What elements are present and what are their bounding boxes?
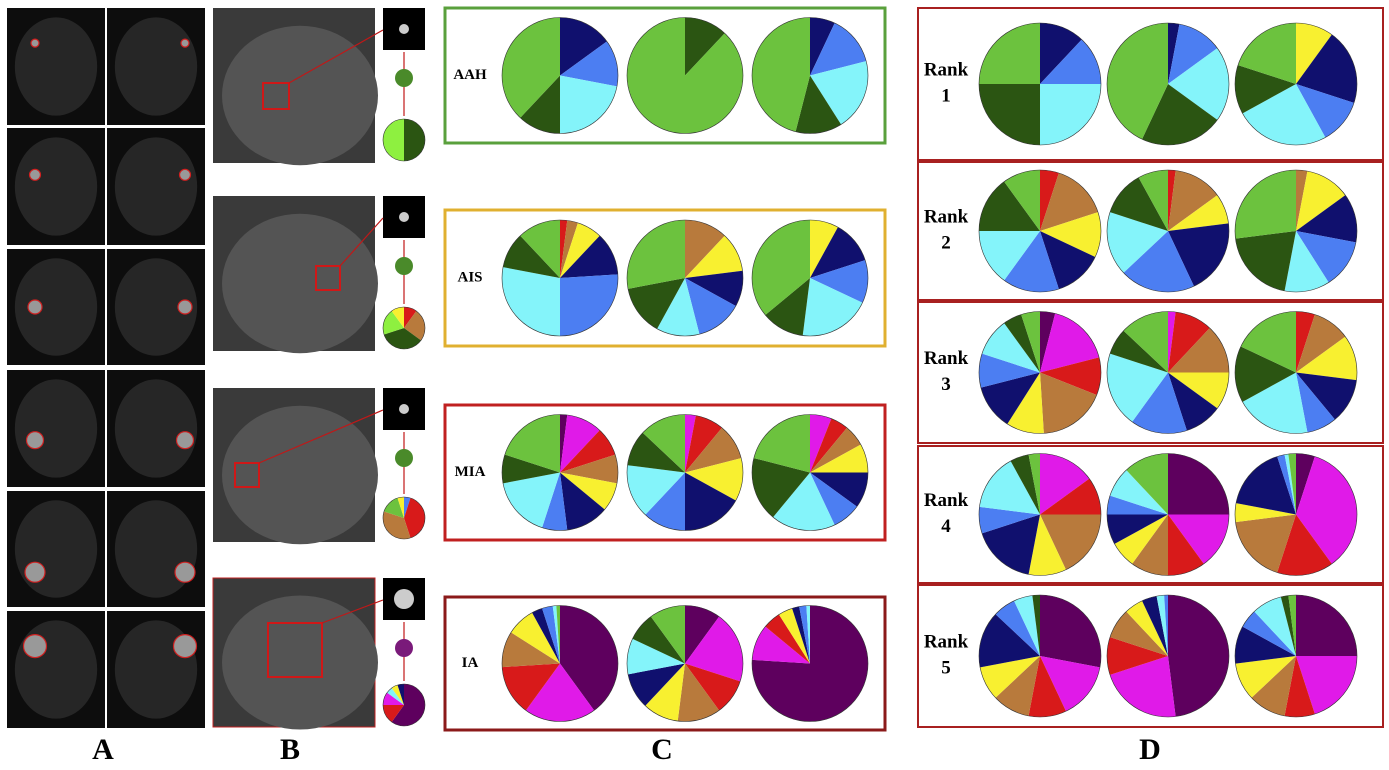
segment-blob	[395, 257, 413, 275]
thumb-nodule	[399, 24, 409, 34]
thumb-nodule	[399, 404, 409, 414]
segment-blob	[395, 449, 413, 467]
pie-slice	[404, 119, 425, 161]
rank-number: 4	[941, 516, 951, 537]
nodule-marker	[28, 300, 42, 314]
lung-field	[15, 258, 97, 355]
rank-label: Rank	[924, 631, 969, 652]
group-label: MIA	[455, 464, 486, 480]
thumb-nodule	[394, 589, 414, 609]
pie-slice	[1168, 454, 1229, 515]
lung-tissue	[222, 406, 378, 545]
nodule-marker	[24, 635, 47, 658]
nodule-marker	[174, 635, 197, 658]
nodule-marker	[180, 169, 191, 180]
pie-slice	[1168, 595, 1229, 717]
pie-slice	[502, 267, 560, 336]
nodule-marker	[178, 300, 192, 314]
nodule-marker	[31, 39, 39, 47]
pie-slice	[383, 119, 404, 161]
rank-number: 1	[941, 85, 951, 106]
lung-field	[15, 379, 97, 477]
pie-slice	[627, 220, 685, 289]
nodule-marker	[181, 39, 189, 47]
nodule-marker	[175, 562, 195, 582]
nodule-marker	[27, 432, 44, 449]
rank-label: Rank	[924, 490, 969, 511]
lung-field	[115, 500, 197, 597]
lung-field	[15, 137, 97, 235]
lung-tissue	[222, 214, 378, 354]
rank-label: Rank	[924, 59, 969, 80]
nodule-marker	[25, 562, 45, 582]
rank-label: Rank	[924, 206, 969, 227]
lung-field	[115, 17, 197, 115]
pie-slice	[1296, 595, 1357, 656]
panel-label: C	[651, 733, 673, 766]
figure: A B C D AAH AIS MIA IA Rank 1 Rank 2 Rank 3 Rank 4 R…	[0, 0, 1389, 770]
pie-slice	[1235, 170, 1296, 239]
rank-number: 3	[941, 374, 951, 395]
segment-blob	[395, 639, 413, 657]
panel-label: B	[280, 733, 300, 766]
rank-label: Rank	[924, 348, 969, 369]
rank-number: 2	[941, 232, 951, 253]
pie-slice	[560, 274, 618, 336]
group-label: AIS	[457, 269, 482, 285]
panel-label: D	[1139, 733, 1161, 766]
lung-field	[15, 500, 97, 597]
pie-slice	[627, 18, 743, 134]
pie-slice	[979, 84, 1040, 145]
lung-field	[15, 17, 97, 115]
nodule-marker	[177, 432, 194, 449]
thumb-nodule	[399, 212, 409, 222]
pie-slice	[1040, 84, 1101, 145]
lung-tissue	[222, 595, 378, 729]
lung-field	[115, 379, 197, 477]
rank-number: 5	[941, 657, 951, 678]
group-label: AAH	[453, 67, 487, 83]
segment-blob	[395, 69, 413, 87]
pie-slice	[979, 23, 1040, 84]
pie-slice	[1040, 595, 1101, 667]
nodule-marker	[30, 169, 41, 180]
panel-label: A	[92, 733, 114, 766]
lung-field	[115, 137, 197, 235]
group-label: IA	[462, 655, 479, 671]
lung-field	[15, 620, 97, 718]
